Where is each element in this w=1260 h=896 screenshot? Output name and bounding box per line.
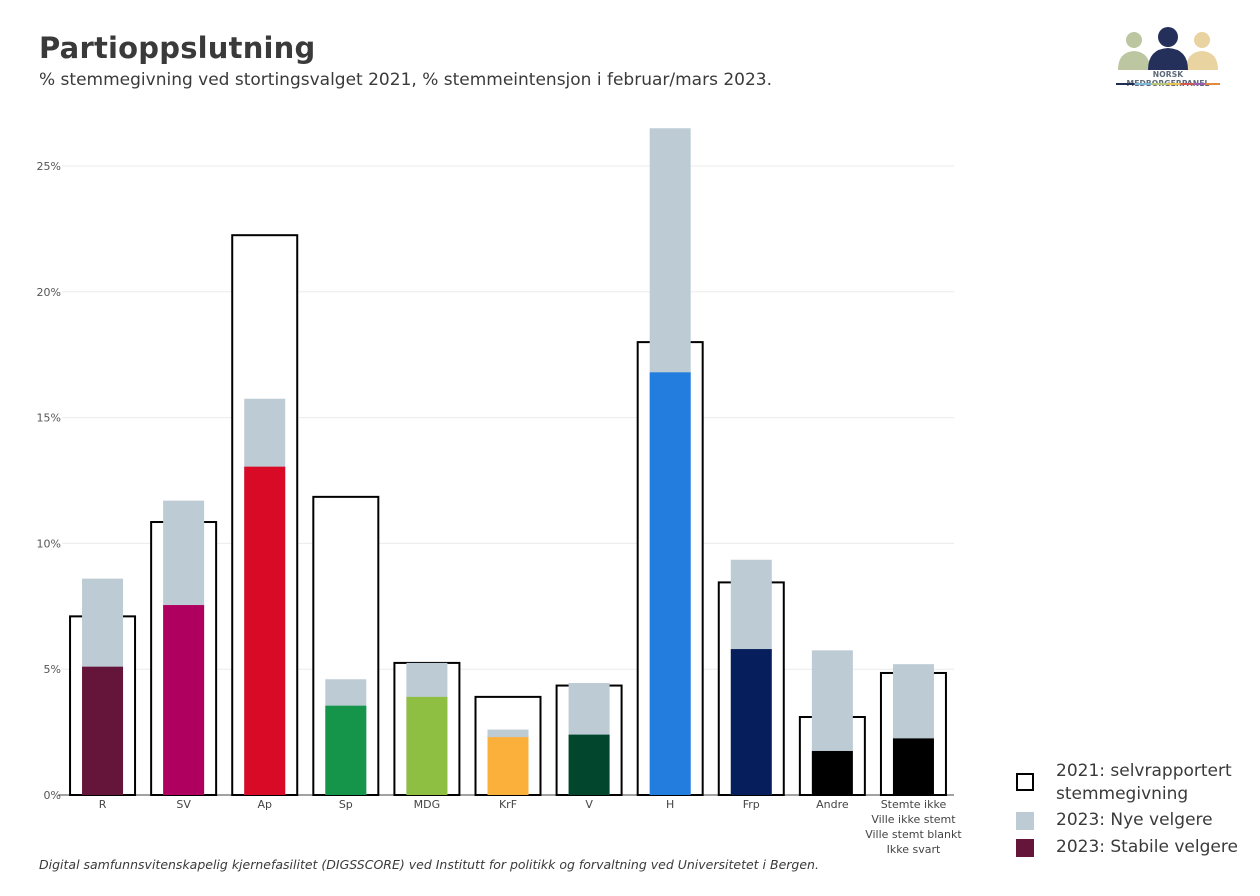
- y-axis-ticks: 0% 5% 10% 15% 20% 25%: [37, 160, 61, 802]
- x-tick-label: SV: [176, 798, 191, 811]
- bar-group-v: [555, 683, 623, 797]
- x-tick-label: Ap: [257, 798, 272, 811]
- bar-2023-stabile: [406, 696, 448, 795]
- x-tick-label: R: [99, 798, 107, 811]
- y-tick-label: 0%: [44, 789, 61, 802]
- bar-group-sv: [150, 500, 218, 796]
- bar-2023-stabile: [730, 649, 772, 795]
- bar-group-andre: [798, 650, 866, 797]
- bar-2023-stabile: [244, 466, 286, 795]
- y-tick-label: 25%: [37, 160, 61, 173]
- bar-group-ap: [231, 234, 299, 796]
- three-people-icon: [1118, 27, 1218, 70]
- bar-group-h: [636, 128, 704, 796]
- bar-2023-stabile: [892, 738, 934, 795]
- y-tick-label: 20%: [37, 286, 61, 299]
- bar-2023-stabile: [568, 734, 610, 795]
- x-axis-labels: R SV Ap Sp MDG KrF V H Frp Andre Stemte ikke Ville …: [99, 798, 963, 856]
- bar-group-mdg: [393, 661, 461, 796]
- logo-color-bar: [1116, 83, 1220, 85]
- bar-2023-stabile: [649, 372, 691, 795]
- person-right-icon: [1186, 32, 1218, 70]
- x-tick-label: KrF: [499, 798, 517, 811]
- legend-label: 2023: Stabile velgere: [1056, 837, 1238, 857]
- bar-group-stemte-ikke: [879, 664, 947, 796]
- x-tick-label: Ikke svart: [887, 843, 941, 856]
- x-tick-label: Sp: [339, 798, 353, 811]
- x-tick-label: Andre: [816, 798, 849, 811]
- bar-2023-stabile: [487, 737, 529, 795]
- x-tick-label: Frp: [743, 798, 760, 811]
- bar-group-sp: [312, 495, 380, 796]
- legend-label-line2: stemmegivning: [1056, 784, 1189, 804]
- person-left-icon: [1118, 32, 1150, 70]
- bar-2023-stabile: [163, 605, 205, 795]
- bar-group-frp: [717, 559, 785, 797]
- legend-swatch-outline: [1016, 773, 1034, 791]
- bar-group-r: [69, 578, 137, 797]
- y-tick-label: 10%: [37, 537, 61, 550]
- person-center-icon: [1148, 27, 1188, 70]
- y-tick-label: 15%: [37, 412, 61, 425]
- bars: [69, 128, 947, 797]
- bar-2023-stabile: [82, 666, 124, 795]
- chart-title: Partioppslutning: [39, 31, 316, 65]
- x-tick-label: H: [666, 798, 674, 811]
- x-tick-label: Ville stemt blankt: [865, 828, 962, 841]
- y-tick-label: 5%: [44, 663, 61, 676]
- x-tick-label: MDG: [414, 798, 441, 811]
- x-tick-label: Ville ikke stemt: [871, 813, 956, 826]
- x-tick-label: V: [585, 798, 593, 811]
- legend-label: 2021: selvrapportert: [1056, 761, 1232, 781]
- legend-label: 2023: Nye velgere: [1056, 810, 1213, 830]
- bar-2023-stabile: [325, 705, 367, 795]
- footer-source: Digital samfunnsvitenskapelig kjernefasi…: [39, 857, 819, 872]
- bar-2023-stabile: [811, 750, 853, 795]
- bar-group-krf: [474, 695, 542, 796]
- logo: NORSK MEDBORGERPANEL: [1114, 26, 1222, 88]
- legend-swatch-nye: [1016, 812, 1034, 830]
- legend-swatch-stabile: [1016, 839, 1034, 857]
- x-tick-label: Stemte ikke: [881, 798, 947, 811]
- chart-subtitle: % stemmegivning ved stortingsvalget 2021…: [39, 70, 773, 90]
